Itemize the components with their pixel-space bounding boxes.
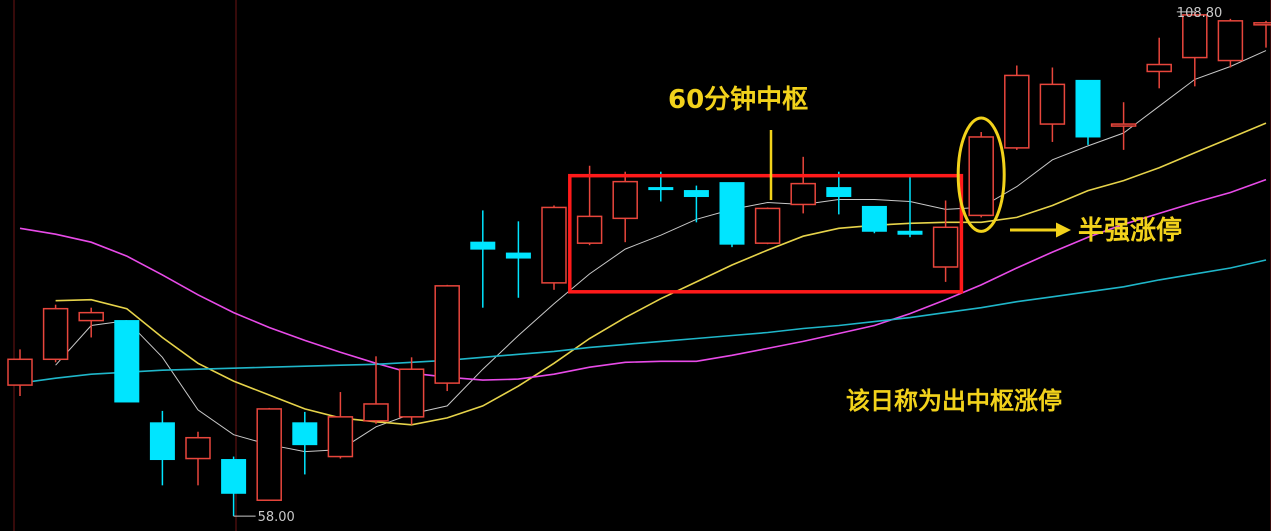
low-price-marker: 58.00 xyxy=(233,510,295,525)
candle xyxy=(256,407,282,501)
high-price-marker: 108.80 xyxy=(1176,6,1223,21)
candle-body xyxy=(1039,83,1066,125)
moving-average-line-3 xyxy=(19,178,1267,381)
candle xyxy=(221,456,247,517)
high-price-label: 108.80 xyxy=(1177,6,1223,21)
candle-body xyxy=(1146,63,1172,73)
candle-body xyxy=(363,403,389,422)
candle xyxy=(1004,65,1030,150)
candle xyxy=(1217,18,1244,68)
candle xyxy=(327,392,354,459)
candle-body xyxy=(612,180,638,220)
candle-body xyxy=(221,459,247,494)
candle-body xyxy=(78,311,104,322)
candle-body xyxy=(683,190,709,198)
candle-body xyxy=(185,436,211,460)
candle xyxy=(292,411,318,475)
candle xyxy=(861,205,887,234)
candle xyxy=(612,171,638,243)
candle-body xyxy=(292,422,318,446)
candle xyxy=(470,210,496,308)
candle-body xyxy=(1217,20,1244,62)
annotation-pivot-title: 60分钟中枢 xyxy=(668,84,808,115)
candle-body xyxy=(968,136,994,217)
candle-body xyxy=(576,215,603,244)
candle xyxy=(398,357,425,425)
candle-body xyxy=(505,252,531,259)
candle-body xyxy=(719,182,745,245)
low-price-label: 58.00 xyxy=(258,510,295,525)
candle xyxy=(1182,11,1208,87)
candle-body xyxy=(790,182,816,206)
candle xyxy=(1146,37,1172,89)
candle xyxy=(826,171,852,215)
candle xyxy=(185,431,211,486)
candle-body xyxy=(1253,22,1271,26)
candle-body xyxy=(327,416,354,458)
candle xyxy=(42,304,69,363)
candle-body xyxy=(434,285,460,384)
breakout-candle-ellipse xyxy=(956,116,1006,233)
candle xyxy=(683,185,709,223)
candle-body xyxy=(1182,14,1208,59)
overlay-layer xyxy=(568,116,1006,294)
candle xyxy=(7,349,33,397)
candle xyxy=(149,410,175,486)
candle xyxy=(576,165,603,246)
candle-body xyxy=(648,187,674,191)
candle xyxy=(719,182,745,248)
moving-average-line-4 xyxy=(19,259,1267,384)
candle xyxy=(968,132,994,218)
candle xyxy=(1110,102,1137,150)
candle xyxy=(505,221,531,298)
candle-body xyxy=(149,422,175,461)
candle xyxy=(754,207,781,245)
candle-body xyxy=(1004,74,1030,149)
candle-body xyxy=(42,307,69,361)
candle xyxy=(1039,67,1066,142)
candle xyxy=(1253,20,1271,48)
annotation-breakout-limit-label: 该日称为出中枢涨停 xyxy=(846,387,1062,415)
candle xyxy=(790,156,816,214)
moving-average-line-2 xyxy=(55,122,1267,426)
candle xyxy=(897,174,923,238)
candle-body xyxy=(114,320,140,403)
candle-body xyxy=(256,408,282,501)
candle-body xyxy=(7,358,33,386)
candle xyxy=(363,356,389,424)
candle-layer xyxy=(7,11,1271,517)
candle-body xyxy=(541,206,567,284)
candle xyxy=(1075,79,1101,145)
candle xyxy=(78,307,104,338)
pivot-zone-box xyxy=(568,173,964,294)
candle xyxy=(434,284,460,392)
candle xyxy=(932,200,959,282)
candle xyxy=(114,320,140,403)
candle-body xyxy=(754,207,781,244)
candle-body xyxy=(470,241,496,250)
candle-body xyxy=(897,230,923,235)
candle-body xyxy=(1075,79,1101,138)
candle-body xyxy=(932,226,959,268)
candle-body xyxy=(398,368,425,418)
candle-body xyxy=(1110,123,1137,127)
candle-body xyxy=(861,205,887,232)
candle xyxy=(541,205,567,290)
candle-body xyxy=(826,187,852,198)
annotation-strong-limit-label: 半强涨停 xyxy=(1078,215,1182,246)
